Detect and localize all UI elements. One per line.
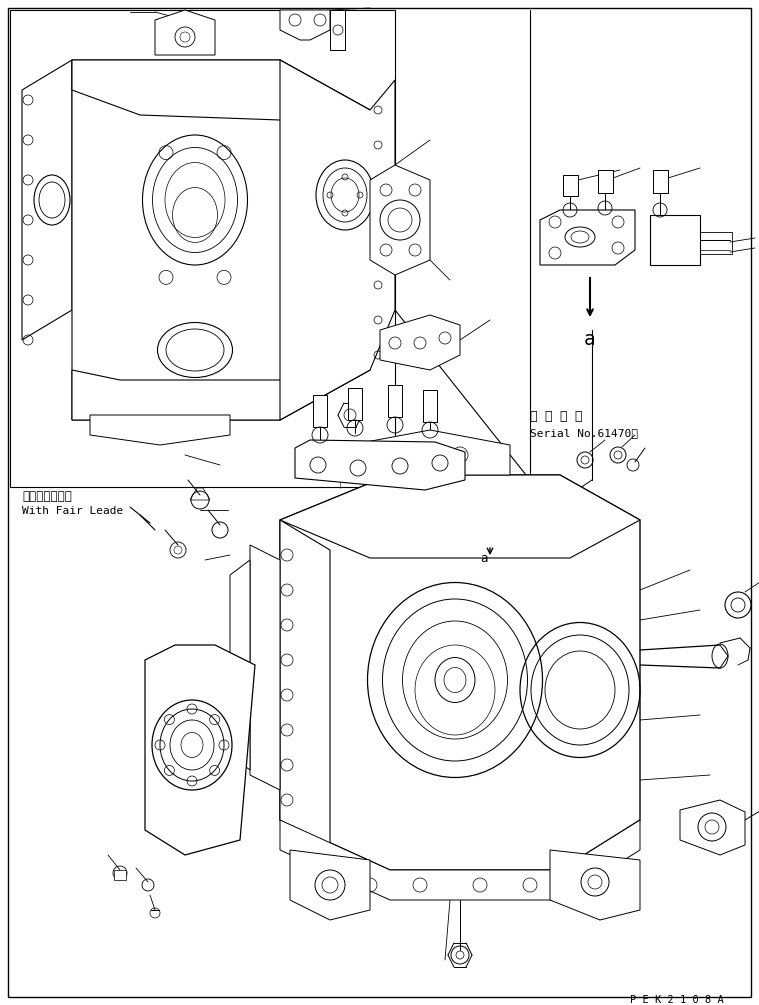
- Polygon shape: [22, 60, 72, 340]
- Polygon shape: [653, 170, 668, 193]
- Polygon shape: [313, 395, 327, 427]
- Polygon shape: [280, 820, 640, 900]
- Polygon shape: [348, 388, 362, 420]
- Polygon shape: [290, 850, 370, 920]
- Polygon shape: [280, 475, 640, 870]
- Polygon shape: [250, 545, 280, 790]
- Polygon shape: [295, 440, 465, 490]
- Polygon shape: [550, 850, 640, 920]
- Text: Serial No.61470～: Serial No.61470～: [530, 428, 638, 438]
- Text: With Fair Leade: With Fair Leade: [22, 506, 123, 516]
- Polygon shape: [350, 430, 510, 475]
- Bar: [10, 10, 395, 487]
- Polygon shape: [680, 800, 745, 855]
- Text: フェアリード付: フェアリード付: [22, 490, 72, 502]
- Polygon shape: [155, 10, 215, 55]
- Text: P E K 2 1 0 8 A: P E K 2 1 0 8 A: [630, 995, 724, 1005]
- Text: a: a: [480, 552, 487, 565]
- Text: a: a: [584, 330, 596, 349]
- Polygon shape: [388, 385, 402, 417]
- Polygon shape: [423, 390, 437, 422]
- Polygon shape: [650, 215, 700, 265]
- Polygon shape: [280, 10, 330, 40]
- Polygon shape: [72, 60, 370, 420]
- Polygon shape: [230, 560, 250, 770]
- Polygon shape: [280, 475, 640, 558]
- Polygon shape: [72, 330, 370, 420]
- Text: 適 用 号 機: 適 用 号 機: [530, 410, 582, 423]
- Polygon shape: [370, 165, 430, 275]
- Polygon shape: [540, 210, 635, 265]
- Polygon shape: [563, 175, 578, 196]
- Polygon shape: [72, 60, 370, 120]
- Polygon shape: [90, 415, 230, 445]
- Polygon shape: [145, 645, 255, 855]
- Polygon shape: [598, 170, 613, 193]
- Polygon shape: [114, 870, 126, 880]
- Polygon shape: [380, 315, 460, 370]
- Bar: [700, 232, 732, 254]
- Polygon shape: [280, 60, 395, 420]
- Polygon shape: [330, 10, 345, 50]
- Polygon shape: [280, 520, 330, 850]
